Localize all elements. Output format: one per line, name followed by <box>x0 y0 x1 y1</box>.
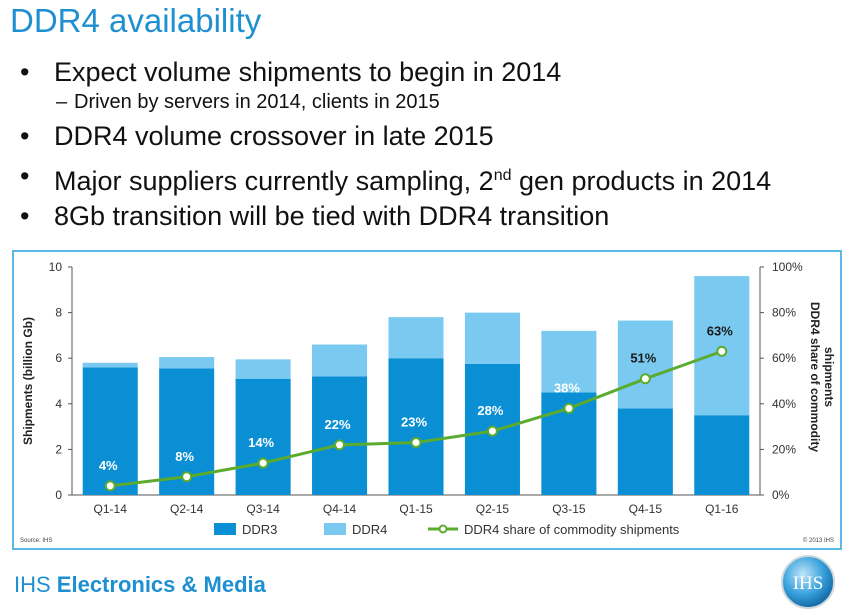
bullet-dot: • <box>20 57 30 87</box>
bullet-item: • 8Gb transition will be tied with DDR4 … <box>18 196 840 236</box>
bullet-text: Major suppliers currently sampling, 2nd … <box>54 166 771 196</box>
x-tick-label: Q1-14 <box>94 502 128 516</box>
share-data-label: 63% <box>707 323 733 338</box>
bar-ddr4 <box>617 320 673 409</box>
bar-ddr3 <box>312 376 368 495</box>
y2-tick-label: 100% <box>772 260 803 274</box>
y2-tick-label: 60% <box>772 351 796 365</box>
x-tick-label: Q3-15 <box>552 502 586 516</box>
y-tick-label: 0 <box>55 488 62 502</box>
y-tick-label: 4 <box>55 397 62 411</box>
share-data-label: 23% <box>401 415 427 430</box>
share-data-label: 14% <box>248 435 274 450</box>
y2-axis-title-line: DDR4 share of commodity <box>808 302 822 452</box>
y2-tick-label: 80% <box>772 306 796 320</box>
x-tick-label: Q2-15 <box>476 502 510 516</box>
bullet-text-post: gen products in 2014 <box>511 166 772 196</box>
bar-ddr3 <box>617 408 673 495</box>
share-point <box>334 439 346 451</box>
share-data-label: 22% <box>325 417 351 432</box>
copyright-note: © 2013 IHS <box>803 537 834 544</box>
bullet-item: • Expect volume shipments to begin in 20… <box>18 52 840 92</box>
bullet-list: • Expect volume shipments to begin in 20… <box>18 52 840 236</box>
legend-swatch-ddr4 <box>324 523 346 535</box>
superscript: nd <box>493 167 512 184</box>
share-data-label: 4% <box>99 458 118 473</box>
sub-bullet-text: Driven by servers in 2014, clients in 20… <box>74 91 440 113</box>
legend-label: DDR4 share of commodity shipments <box>464 522 680 537</box>
share-data-label: 38% <box>554 380 580 395</box>
y-tick-label: 2 <box>55 442 62 456</box>
bar-ddr3 <box>388 358 444 495</box>
bullet-text-pre: Major suppliers currently sampling, 2 <box>54 166 494 196</box>
share-point <box>181 471 193 483</box>
logo-text: IHS <box>793 573 824 594</box>
bar-ddr4 <box>82 362 138 368</box>
x-tick-label: Q1-16 <box>705 502 739 516</box>
chart-frame: 0 2 4 6 8 10 0% 20% 40% 60% 80% 100% Shipments (bill… <box>12 250 842 550</box>
brand-bold: Electronics & Media <box>56 572 266 597</box>
share-point <box>410 437 422 449</box>
y2-axis-title: DDR4 share of commodityshipments <box>808 302 836 452</box>
x-tick-label: Q1-15 <box>399 502 433 516</box>
sub-bullet-item: – Driven by servers in 2014, clients in … <box>18 88 840 116</box>
y-tick-label: 10 <box>49 260 63 274</box>
legend-swatch-ddr3 <box>214 523 236 535</box>
bar-ddr4 <box>464 312 520 364</box>
bullet-item: • DDR4 volume crossover in late 2015 <box>18 116 840 156</box>
sub-bullet-dash: – <box>56 91 68 113</box>
bullet-dot: • <box>20 201 30 231</box>
bar-ddr4 <box>312 344 368 377</box>
share-point <box>563 402 575 414</box>
bullet-item: • Major suppliers currently sampling, 2n… <box>18 156 840 196</box>
share-data-label: 8% <box>175 449 194 464</box>
y-axis-title: Shipments (billion Gb) <box>21 317 35 445</box>
bullet-dot: • <box>20 121 30 151</box>
bar-ddr4 <box>159 357 215 369</box>
share-point <box>486 425 498 437</box>
y2-tick-label: 0% <box>772 488 790 502</box>
bar-ddr3 <box>235 378 291 495</box>
y2-tick-label: 40% <box>772 397 796 411</box>
bullet-text: DDR4 volume crossover in late 2015 <box>54 121 494 151</box>
ihs-logo-icon: IHS <box>781 555 835 609</box>
y-tick-label: 8 <box>55 306 62 320</box>
bar-ddr4 <box>235 359 291 379</box>
x-tick-label: Q3-14 <box>246 502 280 516</box>
source-note: Source: IHS <box>20 538 52 544</box>
bullet-dot: • <box>20 161 30 191</box>
x-tick-label: Q2-14 <box>170 502 204 516</box>
brand-light: IHS <box>14 572 57 597</box>
slide-title: DDR4 availability <box>10 2 262 39</box>
bar-ddr4 <box>694 276 750 416</box>
y2-tick-label: 20% <box>772 442 796 456</box>
share-data-label: 51% <box>630 351 656 366</box>
legend-label: DDR3 <box>242 522 277 537</box>
footer-brand: IHS Electronics & Media <box>14 572 266 598</box>
share-data-label: 28% <box>477 403 503 418</box>
y-tick-label: 6 <box>55 351 62 365</box>
legend-line-marker <box>438 524 448 534</box>
y2-axis-title-line: shipments <box>822 347 836 407</box>
x-tick-label: Q4-15 <box>629 502 663 516</box>
bar-ddr3 <box>82 367 138 495</box>
bullet-text: 8Gb transition will be tied with DDR4 tr… <box>54 201 610 231</box>
share-point <box>257 457 269 469</box>
legend-label: DDR4 <box>352 522 387 537</box>
share-point <box>639 373 651 385</box>
bar-ddr4 <box>388 317 444 359</box>
share-point <box>716 345 728 357</box>
bar-ddr3 <box>694 415 750 495</box>
share-point <box>104 480 116 492</box>
bullet-text: Expect volume shipments to begin in 2014 <box>54 57 562 87</box>
bar-ddr4 <box>541 330 597 393</box>
x-tick-label: Q4-14 <box>323 502 357 516</box>
